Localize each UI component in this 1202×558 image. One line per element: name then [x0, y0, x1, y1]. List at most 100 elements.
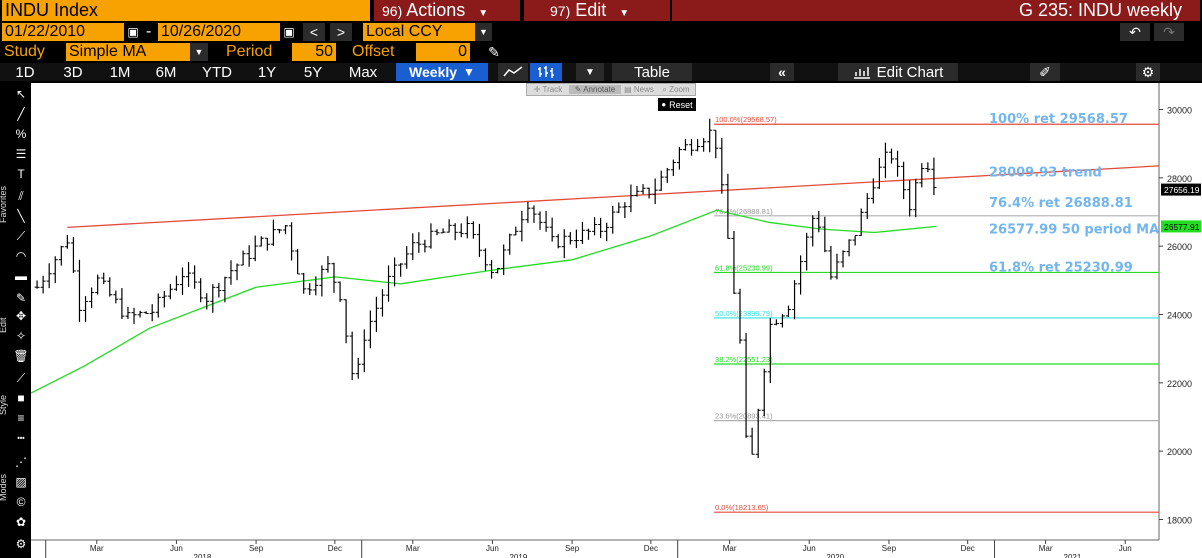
window-title: G 235: INDU weekly: [672, 0, 1200, 21]
edit-menu-label: Edit: [575, 0, 607, 20]
trend-tool-icon[interactable]: ╲: [17, 209, 25, 223]
y-tick-label: 20000: [1167, 447, 1192, 457]
news-tool[interactable]: ▤ News: [624, 85, 654, 94]
x-tick-label: Mar: [1039, 544, 1053, 553]
security-field[interactable]: INDU Index: [2, 0, 370, 21]
settings-button[interactable]: ⚙: [1136, 63, 1160, 81]
edit-chart-button[interactable]: Edit Chart: [838, 63, 958, 81]
redo-button[interactable]: ↷: [1154, 23, 1184, 41]
range-button-6m[interactable]: 6M: [155, 63, 177, 81]
pencil-mode-icon[interactable]: ⋰: [15, 455, 27, 469]
track-tool[interactable]: ✛ Track: [533, 85, 563, 94]
range-button-1m[interactable]: 1M: [109, 63, 131, 81]
currency-dropdown-icon[interactable]: ▼: [475, 23, 492, 41]
x-tick-label: Sep: [882, 544, 897, 553]
year-label: 2021: [1064, 553, 1082, 558]
range-button-max[interactable]: Max: [348, 63, 378, 81]
offset-field[interactable]: 0: [416, 43, 470, 61]
y-tick-label: 24000: [1167, 311, 1192, 321]
rectangle-tool-icon[interactable]: ▬: [15, 269, 27, 283]
start-date-field[interactable]: 01/22/2010: [2, 23, 124, 41]
x-tick-label: Sep: [249, 544, 264, 553]
actions-menu-label: Actions: [406, 0, 466, 20]
study-dropdown-icon[interactable]: ▼: [190, 43, 208, 61]
range-button-3d[interactable]: 3D: [63, 63, 83, 81]
fibonacci-tool-icon[interactable]: ☰: [15, 147, 27, 161]
range-button-1d[interactable]: 1D: [15, 63, 35, 81]
undo-button[interactable]: ↶: [1120, 23, 1150, 41]
magic-tool-icon[interactable]: ✧: [15, 329, 27, 343]
arc-tool-icon[interactable]: ◠: [15, 249, 27, 263]
favorites-label: Favorites: [0, 185, 8, 223]
next-period-button[interactable]: >: [330, 23, 352, 41]
end-date-field[interactable]: 10/26/2020: [158, 23, 280, 41]
study-label: Study: [4, 43, 45, 60]
line-style-icon[interactable]: ⟋: [16, 370, 26, 385]
bar-chart-type-button[interactable]: [530, 63, 562, 81]
line-tool-icon[interactable]: ╱: [17, 107, 25, 121]
percent-tool-icon[interactable]: %: [15, 127, 27, 141]
year-label: 2018: [194, 553, 212, 558]
palette-icon[interactable]: ✿: [15, 515, 27, 529]
date-separator: -: [146, 23, 152, 40]
brush-tool-icon[interactable]: ✎: [15, 291, 27, 305]
period-field[interactable]: 50: [292, 43, 336, 61]
range-button-1y[interactable]: 1Y: [257, 63, 277, 81]
ray-tool-icon[interactable]: ⟋: [16, 228, 26, 243]
actions-menu-number: 96): [382, 3, 403, 19]
chart-type-dropdown-icon[interactable]: ▼: [576, 63, 604, 81]
range-button-5y[interactable]: 5Y: [303, 63, 323, 81]
currency-select[interactable]: Local CCY: [363, 23, 475, 41]
study-select[interactable]: Simple MA: [66, 43, 190, 61]
edit-menu-number: 97): [550, 3, 571, 19]
previous-period-button[interactable]: <: [303, 23, 325, 41]
y-tick-label: 28000: [1167, 174, 1192, 184]
x-tick-label: Mar: [90, 544, 104, 553]
x-tick-label: Dec: [328, 544, 342, 553]
edit-chart-label: Edit Chart: [876, 63, 944, 81]
collapse-panel-button[interactable]: «: [770, 63, 794, 81]
color-box-icon[interactable]: ■: [17, 391, 25, 405]
chart-mini-toolbar: ✛ Track ✎ Annotate ▤ News ⌕ Zoom: [526, 83, 696, 96]
offset-label: Offset: [352, 43, 395, 60]
gear-icon[interactable]: ⚙: [15, 537, 27, 551]
reset-button[interactable]: ● Reset: [658, 98, 696, 111]
year-label: 2019: [509, 553, 527, 558]
channel-tool-icon[interactable]: ⫽: [18, 188, 24, 203]
actions-menu[interactable]: 96) Actions ▼: [374, 0, 520, 21]
range-button-ytd[interactable]: YTD: [202, 63, 232, 81]
draw-tools-button[interactable]: ✐: [1030, 63, 1060, 81]
x-tick-label: Dec: [644, 544, 658, 553]
move-tool-icon[interactable]: ✥: [15, 309, 27, 323]
left-toolbar: ↖ ╱ % ☰ T ⫽ ╲ ⟋ ◠ ▬ ✎ ✥ ✧ 🗑 ⟋ ■ ≡ ┅ ⋰ ▨ …: [0, 83, 31, 558]
fill-mode-icon[interactable]: ▨: [15, 475, 27, 489]
ohlc-bars-icon: [538, 66, 554, 78]
annotation-label: 28009.93 trend: [989, 165, 1102, 180]
y-axis-area: [1159, 83, 1202, 558]
delete-icon[interactable]: 🗑: [13, 349, 29, 363]
frequency-select[interactable]: Weekly ▼: [396, 63, 488, 81]
annotate-tool[interactable]: ✎ Annotate: [569, 85, 621, 94]
edit-menu[interactable]: 97) Edit ▼: [524, 0, 670, 21]
fib-level-label: 50.0%(23899.79): [715, 309, 773, 318]
y-tick-label: 30000: [1167, 106, 1192, 116]
dash-style-icon[interactable]: ┅: [17, 431, 25, 445]
pen-icon[interactable]: ✎: [488, 43, 500, 60]
line-chart-icon: [503, 66, 523, 77]
table-button[interactable]: Table: [612, 63, 692, 81]
fib-level-label: 23.6%(20893.41): [715, 412, 773, 421]
news-label: News: [633, 85, 654, 94]
fib-level-label: 76.4%(26888.81): [715, 207, 773, 216]
x-tick-label: Jun: [1119, 544, 1132, 553]
text-tool-icon[interactable]: T: [17, 167, 25, 181]
line-chart-type-button[interactable]: [498, 63, 528, 81]
line-width-icon[interactable]: ≡: [17, 411, 25, 425]
cursor-icon[interactable]: ↖: [15, 87, 27, 101]
fib-level-label: 0.0%(18213.65): [715, 503, 769, 512]
x-tick-label: Dec: [961, 544, 975, 553]
zoom-tool[interactable]: ⌕ Zoom: [662, 84, 690, 94]
calendar-icon[interactable]: ▣: [283, 25, 295, 39]
calendar-icon[interactable]: ▣: [127, 25, 139, 39]
price-chart[interactable]: 18000 20000 22000 24000 26000 28000 30000 Mar Ju…: [31, 83, 1202, 558]
copy-mode-icon[interactable]: ©: [16, 495, 26, 509]
